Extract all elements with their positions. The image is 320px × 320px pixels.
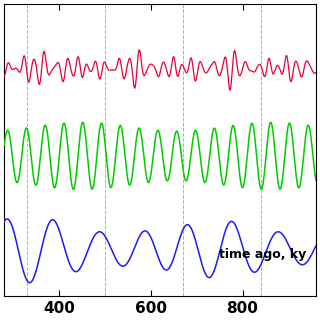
Text: time ago, ky: time ago, ky	[219, 248, 307, 261]
